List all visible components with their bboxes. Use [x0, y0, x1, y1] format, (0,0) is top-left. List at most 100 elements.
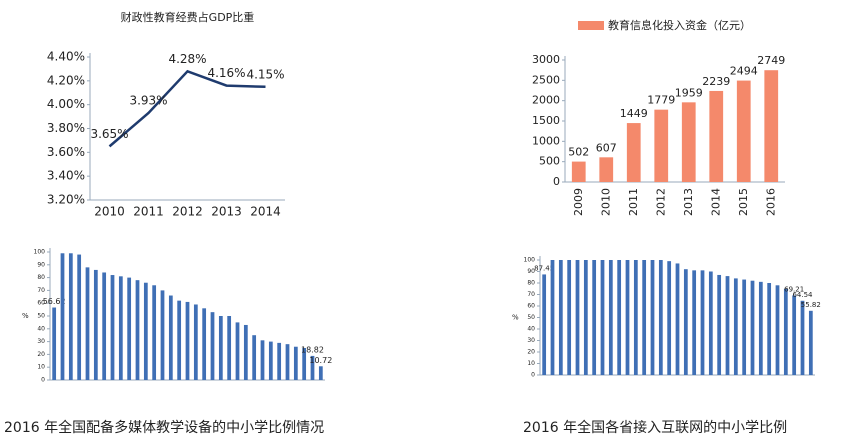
- y-axis-label: %: [512, 314, 519, 322]
- bar: [77, 254, 82, 380]
- data-label: 4.15%: [246, 67, 284, 81]
- y-tick-label: 90: [37, 261, 45, 268]
- caption: 2016 年全国配备多媒体教学设备的中小学比例情况: [4, 419, 324, 436]
- y-tick-label: 4.00%: [47, 97, 85, 111]
- bar: [567, 260, 572, 375]
- bar: [277, 342, 282, 380]
- bar: [583, 260, 588, 375]
- y-tick-label: 100: [34, 249, 46, 256]
- bar: [764, 70, 779, 182]
- bar: [633, 260, 638, 375]
- bar: [143, 282, 148, 380]
- data-label: 502: [568, 146, 589, 159]
- data-label: 18.82: [301, 345, 324, 354]
- y-tick-label: 80: [527, 280, 535, 287]
- bar: [808, 310, 813, 375]
- y-tick-label: 0: [553, 175, 560, 188]
- bar: [736, 80, 751, 182]
- bar: [93, 269, 98, 380]
- bar: [68, 253, 73, 380]
- bar: [168, 295, 173, 380]
- y-tick-label: 2500: [532, 73, 560, 86]
- bar: [542, 274, 547, 375]
- bar: [775, 285, 780, 375]
- y-tick-label: 20: [527, 349, 535, 356]
- bar: [185, 301, 190, 380]
- y-tick-label: 4.20%: [47, 73, 85, 87]
- data-label: 4.16%: [207, 66, 245, 80]
- data-label: 1449: [620, 107, 648, 120]
- data-label: 69.21: [784, 285, 804, 293]
- y-tick-label: 3.60%: [47, 145, 85, 159]
- y-tick-label: 0: [41, 377, 45, 384]
- bar: [800, 300, 805, 375]
- x-tick-label: 2011: [627, 188, 640, 216]
- y-tick-label: 70: [527, 291, 535, 298]
- bar: [218, 316, 223, 380]
- bar: [717, 274, 722, 375]
- data-label: 4.28%: [168, 52, 206, 66]
- bar: [252, 335, 257, 380]
- x-tick-label: 2012: [172, 205, 203, 219]
- y-tick-label: 30: [527, 337, 535, 344]
- bar: [709, 90, 724, 182]
- data-label: 56.62: [43, 297, 66, 306]
- y-tick-label: 40: [37, 325, 45, 332]
- data-label: 10.72: [309, 356, 332, 365]
- chart-title: 财政性教育经费占GDP比重: [121, 10, 255, 24]
- x-tick-label: 2014: [250, 205, 281, 219]
- bar: [725, 276, 730, 375]
- x-tick-label: 2010: [94, 205, 125, 219]
- bar: [310, 355, 315, 380]
- x-tick-label: 2015: [737, 188, 750, 216]
- bar: [599, 157, 614, 182]
- bar: [177, 300, 182, 380]
- y-tick-label: 90: [527, 268, 535, 275]
- data-label: 1779: [647, 94, 675, 107]
- y-tick-label: 60: [527, 303, 535, 310]
- bar: [658, 260, 663, 375]
- y-tick-label: 1500: [532, 114, 560, 127]
- y-tick-label: 40: [527, 326, 535, 333]
- data-label: 55.82: [801, 301, 821, 309]
- bar: [85, 267, 90, 380]
- bar: [608, 260, 613, 375]
- data-label: 87.45: [534, 264, 554, 272]
- caption: 2016 年全国各省接入互联网的中小学比例: [523, 419, 787, 436]
- bar: [626, 123, 641, 182]
- bar: [160, 290, 165, 380]
- x-tick-label: 2011: [133, 205, 164, 219]
- y-tick-label: 50: [527, 314, 535, 321]
- data-label: 3.65%: [90, 127, 128, 141]
- bar: [758, 281, 763, 375]
- bar: [571, 161, 586, 182]
- bar: [110, 275, 115, 380]
- bar: [733, 278, 738, 375]
- x-tick-label: 2014: [709, 188, 722, 216]
- data-label: 2239: [702, 75, 730, 88]
- bar: [193, 304, 198, 380]
- y-tick-label: 100: [524, 257, 536, 264]
- bar: [302, 348, 307, 380]
- bar: [750, 280, 755, 375]
- bar: [654, 109, 669, 182]
- bar: [742, 279, 747, 375]
- data-label: 3.93%: [129, 94, 167, 108]
- y-axis-label: %: [22, 312, 29, 320]
- y-tick-label: 1000: [532, 134, 560, 147]
- bar: [285, 344, 290, 380]
- bar: [683, 269, 688, 375]
- bar: [202, 308, 207, 380]
- bar: [102, 272, 107, 380]
- bar: [227, 316, 232, 380]
- y-tick-label: 3.40%: [47, 169, 85, 183]
- bar: [592, 260, 597, 375]
- bar: [127, 277, 132, 380]
- bar: [268, 341, 273, 380]
- bar: [293, 346, 298, 380]
- legend-label: 教育信息化投入资金（亿元）: [608, 18, 751, 32]
- y-tick-label: 10: [37, 364, 45, 371]
- y-tick-label: 0: [531, 372, 535, 379]
- bar: [575, 260, 580, 375]
- data-label: 607: [596, 141, 617, 154]
